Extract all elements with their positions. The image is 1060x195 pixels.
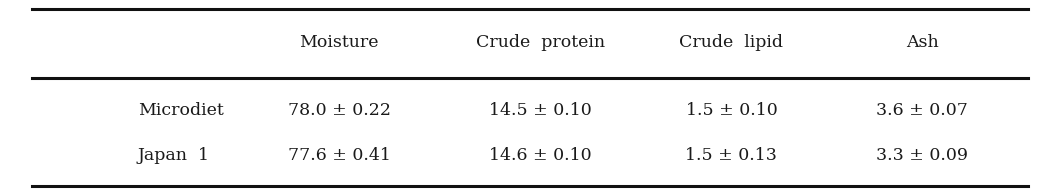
Text: Moisture: Moisture: [299, 34, 379, 51]
Text: 1.5 ± 0.13: 1.5 ± 0.13: [686, 146, 777, 164]
Text: 14.5 ± 0.10: 14.5 ± 0.10: [490, 102, 591, 119]
Text: 78.0 ± 0.22: 78.0 ± 0.22: [287, 102, 391, 119]
Text: 14.6 ± 0.10: 14.6 ± 0.10: [490, 146, 591, 164]
Text: 3.6 ± 0.07: 3.6 ± 0.07: [877, 102, 968, 119]
Text: 77.6 ± 0.41: 77.6 ± 0.41: [287, 146, 391, 164]
Text: Japan  1: Japan 1: [138, 146, 210, 164]
Text: Microdiet: Microdiet: [138, 102, 224, 119]
Text: Ash: Ash: [906, 34, 938, 51]
Text: Crude  protein: Crude protein: [476, 34, 605, 51]
Text: 1.5 ± 0.10: 1.5 ± 0.10: [686, 102, 777, 119]
Text: 3.3 ± 0.09: 3.3 ± 0.09: [877, 146, 968, 164]
Text: Crude  lipid: Crude lipid: [679, 34, 783, 51]
